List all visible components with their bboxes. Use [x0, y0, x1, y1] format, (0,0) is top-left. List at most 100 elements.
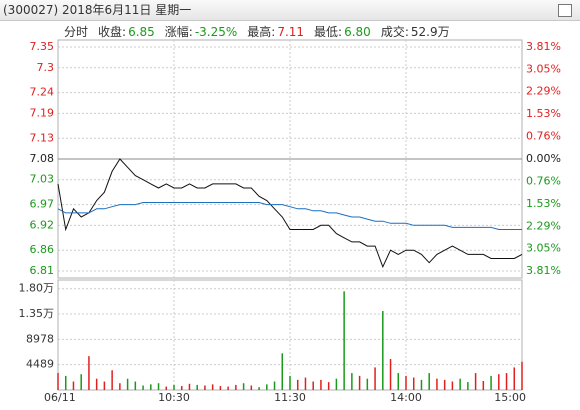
volume-bar: [266, 384, 268, 390]
y-tick-label: 6.86: [30, 243, 55, 256]
volume-bar: [490, 375, 492, 390]
x-tick-label: 06/11: [44, 391, 76, 404]
volume-bar: [304, 377, 307, 390]
x-tick-label: 10:30: [158, 391, 190, 404]
volume-bar: [173, 384, 175, 390]
y2-tick-label: 3.05%: [526, 62, 561, 75]
volume-bar: [150, 384, 152, 390]
title-bar: (300027) 2018年6月11日 星期一: [0, 0, 580, 21]
y2-tick-label: 3.81%: [526, 40, 561, 53]
volume-bar: [281, 353, 284, 390]
volume-bar: [250, 385, 253, 390]
volume-bar: [312, 381, 314, 390]
y-tick-label: 7.08: [30, 152, 55, 165]
volume-bar: [327, 382, 330, 390]
volume-bar: [126, 378, 129, 390]
volume-bar: [57, 373, 59, 390]
volume-bar: [219, 386, 222, 390]
volume-bar: [405, 375, 407, 390]
volume-bar: [474, 373, 477, 390]
volume-bar: [443, 379, 446, 390]
volume-bar: [289, 375, 291, 390]
volume-bar: [196, 384, 198, 390]
volume-bar: [513, 367, 516, 390]
y2-tick-label: 0.76%: [526, 174, 561, 187]
stat-label: 最高:: [247, 25, 276, 39]
volume-bar: [80, 374, 82, 390]
volume-bar: [320, 379, 322, 390]
y2-tick-label: 0.76%: [526, 130, 561, 143]
panel: [57, 279, 523, 391]
volume-bar: [335, 378, 338, 390]
y2-tick-label: 2.29%: [526, 85, 561, 98]
volume-bar: [180, 386, 183, 390]
volume-bar: [88, 356, 90, 390]
y2-tick-label: 2.29%: [526, 219, 561, 232]
stat-value: 52.9万: [410, 25, 450, 39]
x-tick-label: 14:00: [390, 391, 422, 404]
volume-bar: [258, 387, 260, 390]
y2-tick-label: 3.05%: [526, 242, 561, 255]
volume-bar: [273, 381, 276, 390]
tab: 分时: [64, 25, 89, 39]
volume-bar: [351, 373, 353, 390]
y-tick-label: 7.3: [37, 61, 55, 74]
volume-bar: [412, 377, 415, 390]
y2-tick-label: 3.81%: [526, 264, 561, 277]
volume-bar: [374, 367, 376, 390]
y2-tick-label: 0.00%: [526, 152, 561, 165]
volume-bar: [366, 378, 369, 390]
volume-bar: [505, 373, 508, 390]
stat-label: 涨幅:: [164, 25, 193, 39]
stat-label: 最低:: [314, 25, 343, 39]
volume-bar: [343, 291, 345, 390]
volume-bar: [188, 383, 191, 390]
volume-bar: [242, 383, 245, 390]
y-tick-label: 1.80万: [19, 282, 55, 295]
stat-value: 6.85: [128, 25, 155, 39]
info-bar: 分时 收盘: 6.85 涨幅: -3.25% 最高: 7.11 最低: 6.80 成交: 52.9万: [64, 23, 460, 40]
x-tick-label: 11:30: [274, 391, 306, 404]
stat-value: -3.25%: [194, 25, 238, 39]
volume-bar: [142, 385, 144, 390]
title: (300027) 2018年6月11日 星期一: [3, 3, 192, 17]
volume-bar: [498, 374, 500, 390]
stat-value: 6.80: [344, 25, 371, 39]
stat-label: 收盘:: [98, 25, 127, 39]
volume-bar: [111, 370, 113, 390]
y-tick-label: 6.81: [30, 264, 55, 277]
volume-bar: [235, 384, 237, 390]
y-tick-label: 7.24: [30, 86, 55, 99]
stat-value: 7.11: [277, 25, 305, 39]
volume-bar: [211, 384, 214, 390]
y-tick-label: 7.13: [30, 131, 55, 144]
volume-bar: [459, 378, 461, 390]
price-line: [57, 158, 523, 269]
y-tick-label: 7.03: [30, 173, 55, 186]
y-tick-label: 1.35万: [19, 307, 55, 320]
volume-bar: [204, 385, 206, 390]
volume-bar: [389, 358, 392, 390]
volume-bar: [227, 386, 229, 390]
volume-bar: [95, 378, 98, 390]
stat-label: 成交:: [380, 25, 409, 39]
volume-bar: [165, 386, 168, 390]
window-icon[interactable]: [558, 4, 572, 17]
volume-bar: [467, 382, 469, 390]
volume-bar: [119, 383, 121, 390]
volume-bar: [157, 383, 160, 390]
volume-bar: [72, 381, 75, 390]
x-tick-label: 15:00: [494, 391, 526, 404]
volume-bar: [134, 381, 137, 390]
volume-bar: [103, 381, 106, 390]
volume-bar: [451, 381, 454, 390]
volume-bar: [358, 375, 361, 390]
y-tick-label: 4489: [26, 358, 54, 371]
y2-tick-label: 1.53%: [526, 197, 561, 210]
y-tick-label: 7.19: [30, 106, 55, 119]
volume-bar: [296, 379, 299, 390]
volume-bar: [482, 380, 485, 390]
y-tick-label: 8978: [26, 332, 54, 345]
